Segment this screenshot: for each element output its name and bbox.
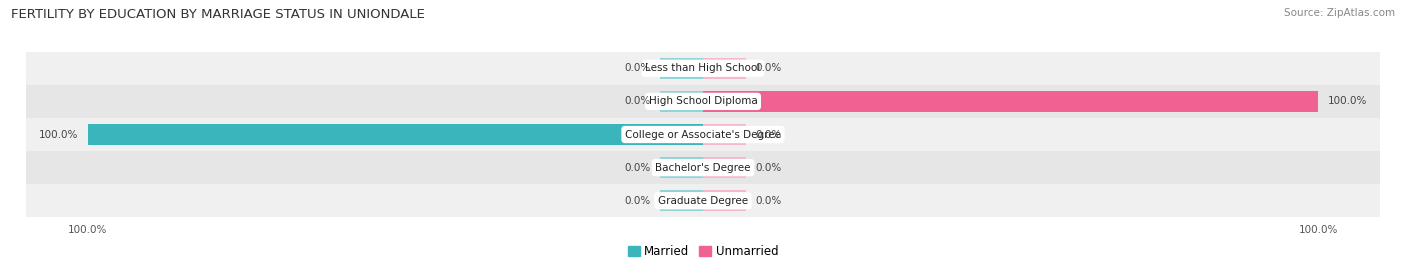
Bar [703,124,747,145]
Text: 0.0%: 0.0% [755,129,782,140]
Bar [27,85,1379,118]
Bar [659,58,703,79]
Text: 0.0%: 0.0% [755,162,782,173]
Text: Source: ZipAtlas.com: Source: ZipAtlas.com [1284,8,1395,18]
Text: 100.0%: 100.0% [1327,96,1367,107]
Text: FERTILITY BY EDUCATION BY MARRIAGE STATUS IN UNIONDALE: FERTILITY BY EDUCATION BY MARRIAGE STATU… [11,8,425,21]
Text: 0.0%: 0.0% [755,63,782,73]
Text: 0.0%: 0.0% [624,96,651,107]
Bar [703,157,747,178]
Text: Less than High School: Less than High School [645,63,761,73]
Bar [27,118,1379,151]
Text: Graduate Degree: Graduate Degree [658,196,748,206]
Bar [27,52,1379,85]
Bar [703,190,747,211]
Bar [703,91,1319,112]
Text: Bachelor's Degree: Bachelor's Degree [655,162,751,173]
Text: College or Associate's Degree: College or Associate's Degree [626,129,780,140]
Text: 0.0%: 0.0% [624,196,651,206]
Text: 0.0%: 0.0% [624,162,651,173]
Legend: Married, Unmarried: Married, Unmarried [623,240,783,263]
Bar [87,124,703,145]
Text: High School Diploma: High School Diploma [648,96,758,107]
Text: 100.0%: 100.0% [39,129,79,140]
Text: 0.0%: 0.0% [624,63,651,73]
Bar [659,190,703,211]
Bar [27,151,1379,184]
Bar [659,91,703,112]
Bar [703,58,747,79]
Bar [659,157,703,178]
Bar [27,184,1379,217]
Text: 0.0%: 0.0% [755,196,782,206]
